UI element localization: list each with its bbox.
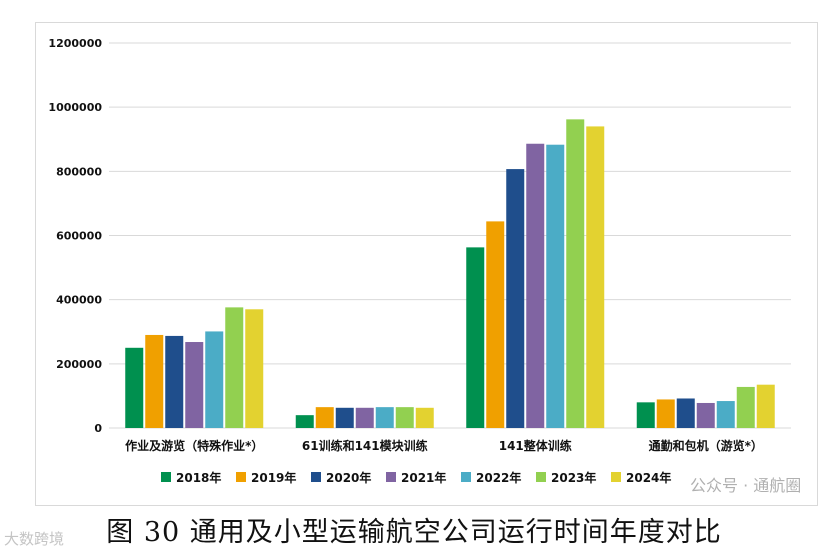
bar-2021年-1 (355, 407, 374, 428)
legend-swatch (161, 472, 171, 482)
bar-2021年-2 (526, 143, 545, 428)
bar-2024年-3 (756, 384, 775, 428)
bar-2023年-3 (736, 386, 755, 428)
y-tick-label: 200000 (56, 358, 102, 371)
y-tick-label: 800000 (56, 165, 102, 178)
legend-label: 2018年 (176, 470, 221, 485)
y-tick-label: 1200000 (48, 37, 102, 50)
legend-label: 2020年 (326, 470, 371, 485)
legend-label: 2022年 (476, 470, 521, 485)
legend-swatch (236, 472, 246, 482)
legend-swatch (536, 472, 546, 482)
bar-2019年-1 (315, 407, 334, 428)
bar-2021年-0 (185, 342, 204, 428)
bar-2023年-0 (225, 307, 244, 428)
bar-2020年-1 (335, 407, 354, 428)
bar-2022年-2 (546, 144, 565, 428)
legend-label: 2019年 (251, 470, 296, 485)
x-tick-label: 通勤和包机（游览*） (649, 438, 763, 453)
bar-2019年-0 (145, 334, 164, 428)
bar-2018年-2 (466, 247, 485, 428)
bar-chart: 0 200000 400000 600000 800000 1000000 1200000 作… (48, 37, 791, 485)
bar-2024年-1 (415, 407, 434, 428)
x-tick-label: 141整体训练 (499, 438, 572, 453)
bar-2018年-1 (295, 415, 314, 428)
chart-frame: 0 200000 400000 600000 800000 1000000 1200000 作… (35, 22, 818, 506)
figure-caption: 图 30 通用及小型运输航空公司运行时间年度对比 (106, 517, 722, 548)
x-tick-label: 61训练和141模块训练 (302, 438, 428, 453)
legend-swatch (386, 472, 396, 482)
bar-2024年-2 (586, 126, 605, 429)
watermark-source: 大数跨境 (4, 530, 65, 548)
bar-2022年-3 (716, 401, 735, 428)
bar-2019年-2 (486, 221, 505, 428)
bar-2023年-1 (395, 407, 414, 428)
legend-label: 2024年 (626, 470, 671, 485)
legend-swatch (611, 472, 621, 482)
bar-2018年-3 (636, 402, 655, 428)
bar-2019年-3 (656, 399, 675, 428)
legend-label: 2023年 (551, 470, 596, 485)
y-tick-label: 0 (94, 422, 102, 435)
bar-2020年-0 (165, 335, 184, 428)
x-tick-label: 作业及游览（特殊作业*） (125, 438, 263, 453)
y-tick-label: 600000 (56, 230, 102, 243)
bar-2018年-0 (125, 347, 144, 428)
bar-2022年-1 (375, 407, 394, 428)
watermark-wechat: 公众号 · 通航圈 (690, 476, 802, 495)
legend-label: 2021年 (401, 470, 446, 485)
y-tick-label: 400000 (56, 294, 102, 307)
bar-2022年-0 (205, 331, 224, 428)
legend-swatch (461, 472, 471, 482)
bar-2020年-3 (676, 398, 695, 428)
legend-swatch (311, 472, 321, 482)
bar-2020年-2 (506, 169, 525, 428)
bar-2024年-0 (245, 309, 264, 428)
bar-2023年-2 (566, 119, 585, 428)
y-tick-label: 1000000 (48, 101, 102, 114)
bar-2021年-3 (696, 402, 715, 428)
